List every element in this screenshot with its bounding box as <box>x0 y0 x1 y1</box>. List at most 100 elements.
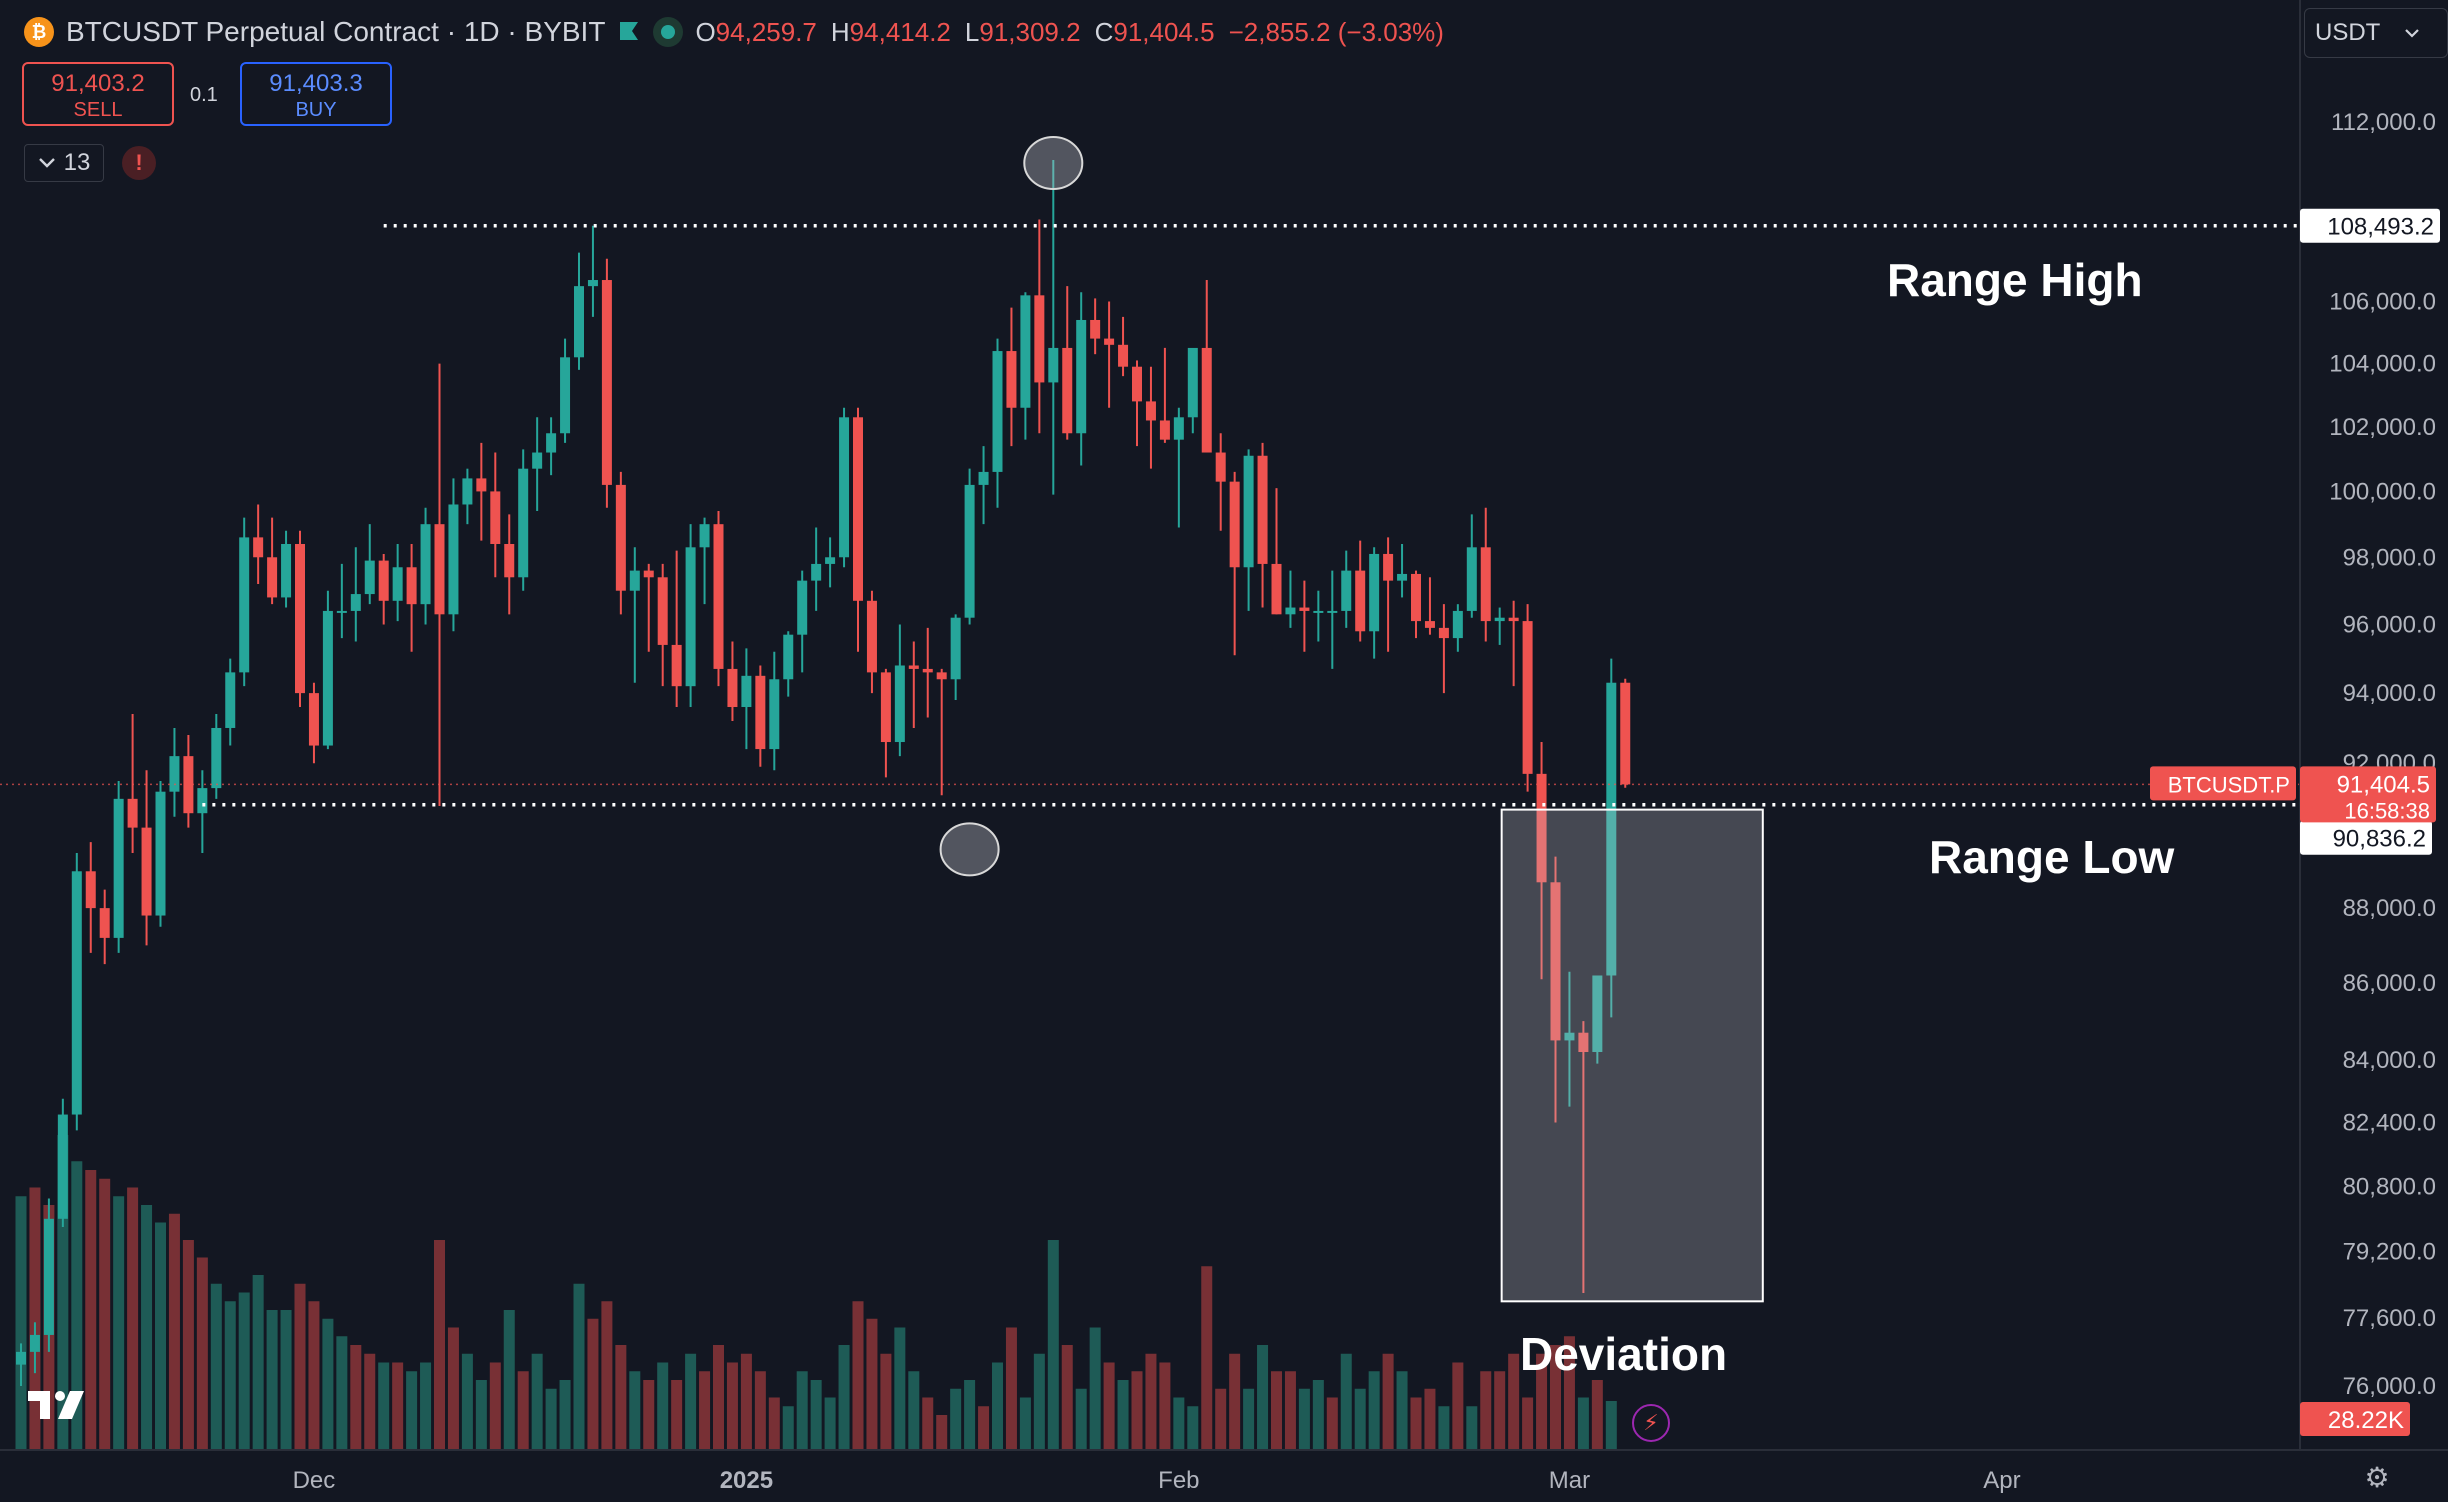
candle <box>1397 573 1408 581</box>
volume-bar <box>1480 1371 1492 1450</box>
candle <box>490 491 501 544</box>
volume-bar <box>71 1161 83 1450</box>
volume-bar <box>922 1397 934 1450</box>
volume-tag: 28.22K <box>2328 1407 2404 1434</box>
buy-price: 91,403.3 <box>269 70 363 97</box>
volume-bar <box>294 1283 306 1450</box>
candle <box>1076 319 1087 434</box>
time-axis[interactable]: Dec 2025 Feb Mar Apr <box>293 1467 2021 1494</box>
volume-bar <box>252 1275 264 1450</box>
candle <box>1536 773 1547 883</box>
bitcoin-icon: ₿ <box>24 17 54 47</box>
volume-bar <box>1019 1397 1031 1450</box>
candle <box>1369 553 1380 632</box>
price-tick-label: 96,000.0 <box>2343 611 2436 638</box>
volume-bar <box>587 1318 599 1450</box>
candle <box>1550 882 1561 1041</box>
sell-label: SELL <box>73 99 123 121</box>
volume-bar <box>1145 1353 1157 1450</box>
volume-bar <box>322 1318 334 1450</box>
price-tick-label: 79,200.0 <box>2343 1239 2436 1266</box>
volume-bar <box>1536 1353 1548 1450</box>
price-tick-label: 94,000.0 <box>2343 680 2436 707</box>
symbol-title[interactable]: BTCUSDT Perpetual Contract · 1D · BYBIT <box>66 16 606 47</box>
price-tick-label: 104,000.0 <box>2329 351 2436 378</box>
candle <box>1201 347 1212 453</box>
candle <box>1494 617 1505 622</box>
tradingview-logo[interactable] <box>26 1384 92 1434</box>
candle <box>1020 295 1031 408</box>
volume-bar <box>754 1371 766 1450</box>
volume-bar <box>643 1380 655 1450</box>
price-axis[interactable]: 112,000.0 106,000.0 104,000.0 102,000.0 100,… <box>2329 109 2436 1400</box>
volume-bar <box>1005 1327 1017 1450</box>
volume-bar <box>420 1362 432 1450</box>
volume-bar <box>1354 1388 1366 1450</box>
currency-select[interactable]: USDT <box>2304 8 2448 58</box>
volume-bar <box>810 1380 822 1450</box>
warning-icon[interactable]: ! <box>122 146 156 180</box>
volume-bar <box>15 1196 27 1450</box>
candle <box>378 560 389 601</box>
volume-bar <box>1271 1371 1282 1450</box>
lightning-icon[interactable]: ⚡ <box>1632 1404 1670 1442</box>
sell-button[interactable]: 91,403.2 SELL <box>22 62 174 126</box>
deviation-label: Deviation <box>1520 1328 1727 1380</box>
volume-bar <box>1173 1397 1185 1450</box>
volume-bar <box>838 1345 850 1450</box>
volume-bar <box>182 1240 194 1450</box>
candle <box>1620 682 1631 785</box>
candle <box>1564 1032 1575 1041</box>
volume-bar <box>266 1310 278 1450</box>
price-tick-label: 86,000.0 <box>2343 970 2436 997</box>
volume-bar <box>908 1371 920 1450</box>
price-tick-label: 106,000.0 <box>2329 288 2436 315</box>
candle <box>308 693 319 746</box>
volume-bar <box>699 1371 711 1450</box>
volume-bar <box>1243 1388 1255 1450</box>
price-tick-label: 84,000.0 <box>2343 1047 2436 1074</box>
volume-bar <box>308 1301 320 1450</box>
candle <box>601 280 612 485</box>
volume-bar <box>1257 1345 1269 1450</box>
volume-bar <box>615 1345 627 1450</box>
price-tick-label: 82,400.0 <box>2343 1109 2436 1136</box>
range-low-price-tag-bg <box>2300 820 2432 855</box>
volume-bar <box>113 1196 125 1450</box>
symbol-header[interactable]: ₿ BTCUSDT Perpetual Contract · 1D · BYBI… <box>24 12 1444 52</box>
tradingview-logo-icon <box>28 1391 84 1419</box>
volume-bar <box>1522 1397 1534 1450</box>
volume-bar <box>866 1318 878 1450</box>
candle <box>1285 607 1296 615</box>
candle <box>392 567 403 601</box>
price-tick-label: 88,000.0 <box>2343 895 2436 922</box>
price-tick-label: 100,000.0 <box>2329 478 2436 505</box>
candle <box>16 1351 26 1365</box>
chevron-down-icon <box>2405 29 2420 38</box>
volume-bar <box>168 1213 180 1450</box>
candle <box>532 452 543 469</box>
settings-gear-icon[interactable]: ⚙ <box>2364 1461 2390 1493</box>
volume-bar <box>936 1415 948 1450</box>
candle <box>211 727 222 789</box>
volume-bar <box>1159 1362 1171 1450</box>
flag-icon[interactable] <box>617 20 641 44</box>
buy-button[interactable]: 91,403.3 BUY <box>240 62 392 126</box>
volume-bar <box>685 1353 697 1450</box>
currency-label: USDT <box>2315 19 2381 46</box>
candle <box>239 537 250 673</box>
countdown-tag: 16:58:38 <box>2344 798 2430 823</box>
candle <box>783 634 794 680</box>
candle <box>894 665 905 743</box>
candle <box>1578 1032 1589 1053</box>
volume-bar <box>1605 1401 1617 1450</box>
candle <box>643 570 654 578</box>
volume-bar <box>573 1283 585 1450</box>
time-tick-label: Feb <box>1158 1467 1199 1494</box>
candle <box>936 672 947 680</box>
candle <box>85 871 96 909</box>
high-key: H <box>830 16 850 47</box>
indicators-toggle[interactable]: 13 <box>24 144 104 182</box>
volume-bar <box>601 1301 613 1450</box>
